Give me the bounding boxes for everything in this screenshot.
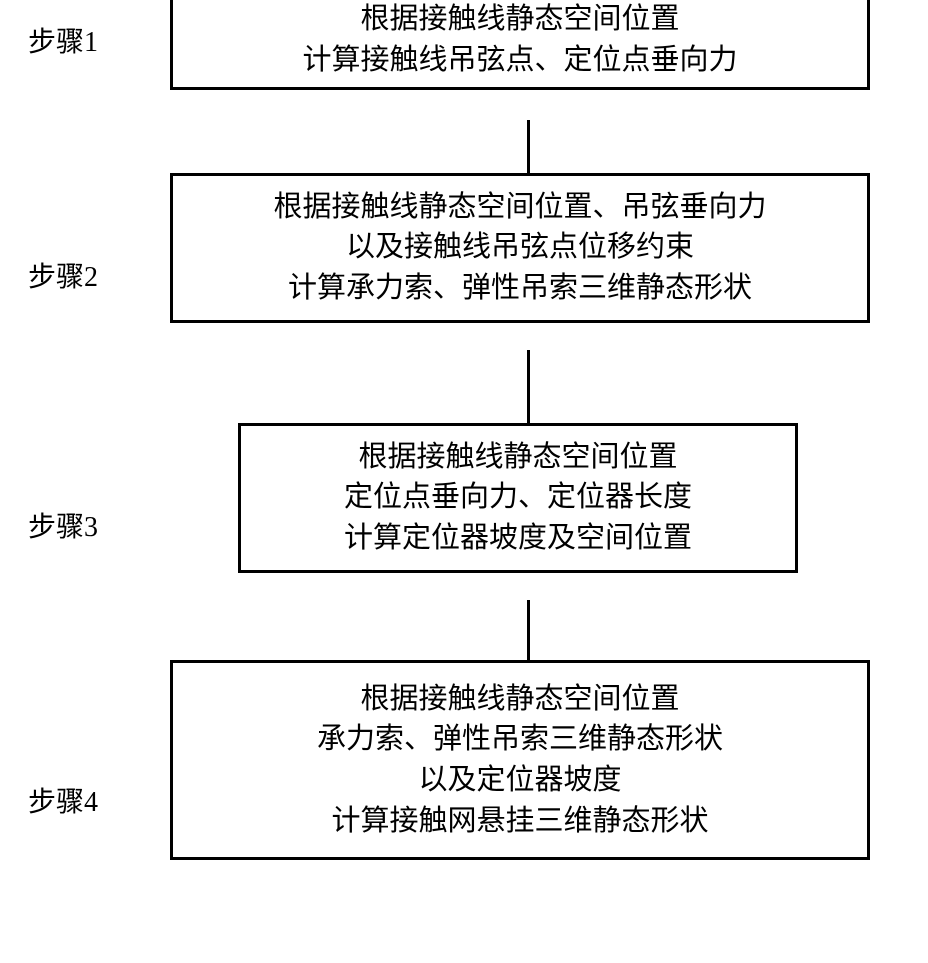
step-3-text: 根据接触线静态空间位置 定位点垂向力、定位器长度 计算定位器坡度及空间位置 — [344, 437, 692, 559]
step-3-label: 步骤3 — [0, 505, 130, 545]
step-3-row: 步骤3 根据接触线静态空间位置 定位点垂向力、定位器长度 计算定位器坡度及空间位… — [0, 450, 130, 545]
step-2-text: 根据接触线静态空间位置、吊弦垂向力 以及接触线吊弦点位移约束 计算承力索、弹性吊… — [273, 187, 766, 309]
step-4-label: 步骤4 — [0, 780, 130, 820]
flowchart-container: 步骤1 根据接触线静态空间位置 计算接触线吊弦点、定位点垂向力 步骤2 根据接触… — [0, 0, 928, 963]
arrow-2-line — [527, 350, 530, 432]
step-1-text: 根据接触线静态空间位置 计算接触线吊弦点、定位点垂向力 — [302, 0, 737, 81]
step-1-label: 步骤1 — [0, 20, 130, 60]
step-4-text: 根据接触线静态空间位置 承力索、弹性吊索三维静态形状 以及定位器坡度 计算接触网… — [317, 679, 723, 841]
step-1-box: 根据接触线静态空间位置 计算接触线吊弦点、定位点垂向力 — [170, 0, 870, 90]
step-1-row: 步骤1 根据接触线静态空间位置 计算接触线吊弦点、定位点垂向力 — [0, 20, 130, 60]
step-4-box: 根据接触线静态空间位置 承力索、弹性吊索三维静态形状 以及定位器坡度 计算接触网… — [170, 660, 870, 860]
step-4-row: 步骤4 根据接触线静态空间位置 承力索、弹性吊索三维静态形状 以及定位器坡度 计… — [0, 700, 130, 820]
step-2-box: 根据接触线静态空间位置、吊弦垂向力 以及接触线吊弦点位移约束 计算承力索、弹性吊… — [170, 173, 870, 323]
step-2-label: 步骤2 — [0, 255, 130, 295]
step-2-row: 步骤2 根据接触线静态空间位置、吊弦垂向力 以及接触线吊弦点位移约束 计算承力索… — [0, 200, 130, 295]
step-3-box: 根据接触线静态空间位置 定位点垂向力、定位器长度 计算定位器坡度及空间位置 — [238, 423, 798, 573]
